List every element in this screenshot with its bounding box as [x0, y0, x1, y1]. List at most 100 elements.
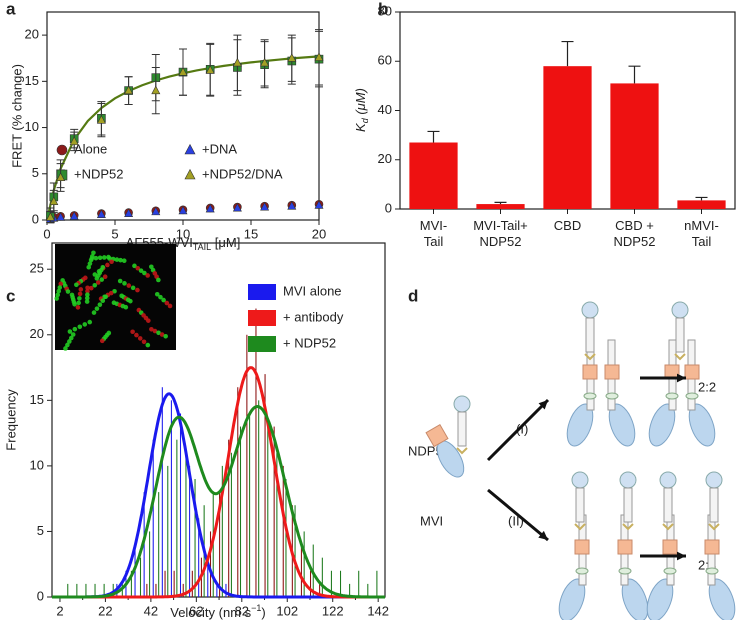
- inset-spot: [68, 335, 74, 341]
- arrow: [487, 488, 549, 542]
- x-tick-label: 20: [312, 226, 326, 241]
- inset-spot: [97, 255, 103, 261]
- y-tick-label: 40: [378, 102, 392, 117]
- fit-curve: [52, 366, 385, 599]
- ndp52: [581, 301, 599, 361]
- histogram-bar: [139, 557, 142, 597]
- myosin-monomer: [648, 339, 680, 447]
- panel-label: a: [6, 0, 16, 18]
- ndp52-tail: [574, 523, 586, 531]
- marker: [205, 203, 215, 213]
- ndp52-rod: [623, 487, 633, 523]
- inset-spot: [109, 259, 114, 265]
- x-tick-label: CBD: [554, 218, 581, 233]
- marker: [260, 202, 270, 211]
- inset-spot: [87, 319, 93, 325]
- histogram-bar: [321, 557, 323, 597]
- ndp52-head: [581, 301, 599, 319]
- myosin-monomer: [604, 339, 636, 447]
- inset-spot: [67, 329, 73, 334]
- inset-spot: [97, 302, 103, 307]
- inset-spot: [57, 285, 63, 290]
- inset-spot: [152, 328, 158, 334]
- inset-spot: [93, 255, 99, 261]
- inset-spot: [84, 295, 90, 301]
- legend-marker: [184, 143, 196, 155]
- histogram-bar: [176, 439, 178, 597]
- ndp52-rod: [575, 487, 585, 523]
- inset-spot: [108, 290, 114, 296]
- arrow-head: [676, 373, 686, 383]
- marker: [124, 85, 134, 95]
- histogram-bar: [149, 531, 151, 597]
- arrow-head: [538, 400, 548, 410]
- histogram-bar: [300, 544, 302, 597]
- inset-spot: [94, 276, 100, 281]
- inset-spot: [114, 257, 120, 262]
- ndp52-tail: [622, 523, 634, 531]
- histogram-bar: [219, 492, 221, 597]
- route-label: (II): [508, 513, 524, 528]
- error-bar: [695, 196, 708, 201]
- inset-spot: [87, 261, 93, 266]
- myosin-monomer: [704, 514, 736, 620]
- bar: [476, 204, 525, 209]
- marker: [232, 202, 242, 212]
- inset-spot: [130, 329, 135, 335]
- histogram-bar: [103, 583, 105, 597]
- axis-label-part: (μM): [353, 88, 368, 118]
- inset-spot: [159, 332, 165, 337]
- inset-spot: [141, 339, 147, 345]
- axis-label: Kd (μM): [353, 88, 370, 132]
- cargo-domain: [704, 539, 720, 555]
- histogram-bar: [146, 583, 148, 597]
- inset-spot: [145, 342, 151, 348]
- inset-spot: [134, 332, 139, 338]
- ratio-label: 2:2: [698, 379, 716, 394]
- inset-spot: [85, 285, 90, 291]
- histogram-bar: [173, 570, 175, 597]
- arrow: [486, 398, 550, 462]
- inset-spot: [65, 342, 70, 348]
- ndp52-head: [659, 471, 677, 489]
- ndp52-head: [705, 471, 723, 489]
- histogram-bar: [194, 479, 196, 597]
- histogram-bar: [179, 413, 182, 597]
- marker: [124, 208, 134, 218]
- histogram-bar: [225, 583, 227, 597]
- legend-label: +NDP52: [74, 166, 124, 181]
- x-tick-label: 122: [322, 603, 344, 618]
- x-tick-label: 62: [189, 603, 203, 618]
- cbd: [618, 567, 632, 575]
- inset-spot: [89, 256, 95, 261]
- inset-spot: [146, 318, 151, 323]
- y-tick-label: 20: [378, 151, 392, 166]
- inset-spot: [58, 281, 64, 287]
- x-tick-label: 82: [235, 603, 249, 618]
- ndp52-rod: [709, 487, 719, 523]
- marker: [287, 201, 297, 210]
- marker: [314, 200, 324, 209]
- inset-spot: [135, 287, 140, 293]
- x-tick-label: 15: [244, 226, 258, 241]
- bar: [543, 66, 592, 209]
- histogram-bar: [76, 583, 78, 597]
- ndp52-head: [619, 471, 637, 489]
- route-label: (I): [516, 421, 528, 436]
- marker: [96, 209, 106, 218]
- inset-spot: [123, 304, 129, 310]
- histogram-bar: [282, 465, 284, 597]
- inset-spot: [118, 257, 123, 263]
- axis-label-part: Velocity (nm s: [170, 605, 251, 620]
- ndp52-rod: [663, 487, 673, 523]
- histogram-bar: [170, 400, 172, 597]
- histogram-bar: [67, 583, 69, 597]
- y-tick-label: 15: [30, 392, 44, 407]
- x-tick-label-line: Tail: [692, 234, 712, 249]
- y-tick-label: 15: [25, 73, 39, 88]
- fit-curve: [52, 392, 385, 599]
- inset-spot: [163, 333, 168, 339]
- ndp52: [659, 471, 677, 531]
- inset-spot: [72, 301, 77, 307]
- panel-label: d: [408, 286, 418, 305]
